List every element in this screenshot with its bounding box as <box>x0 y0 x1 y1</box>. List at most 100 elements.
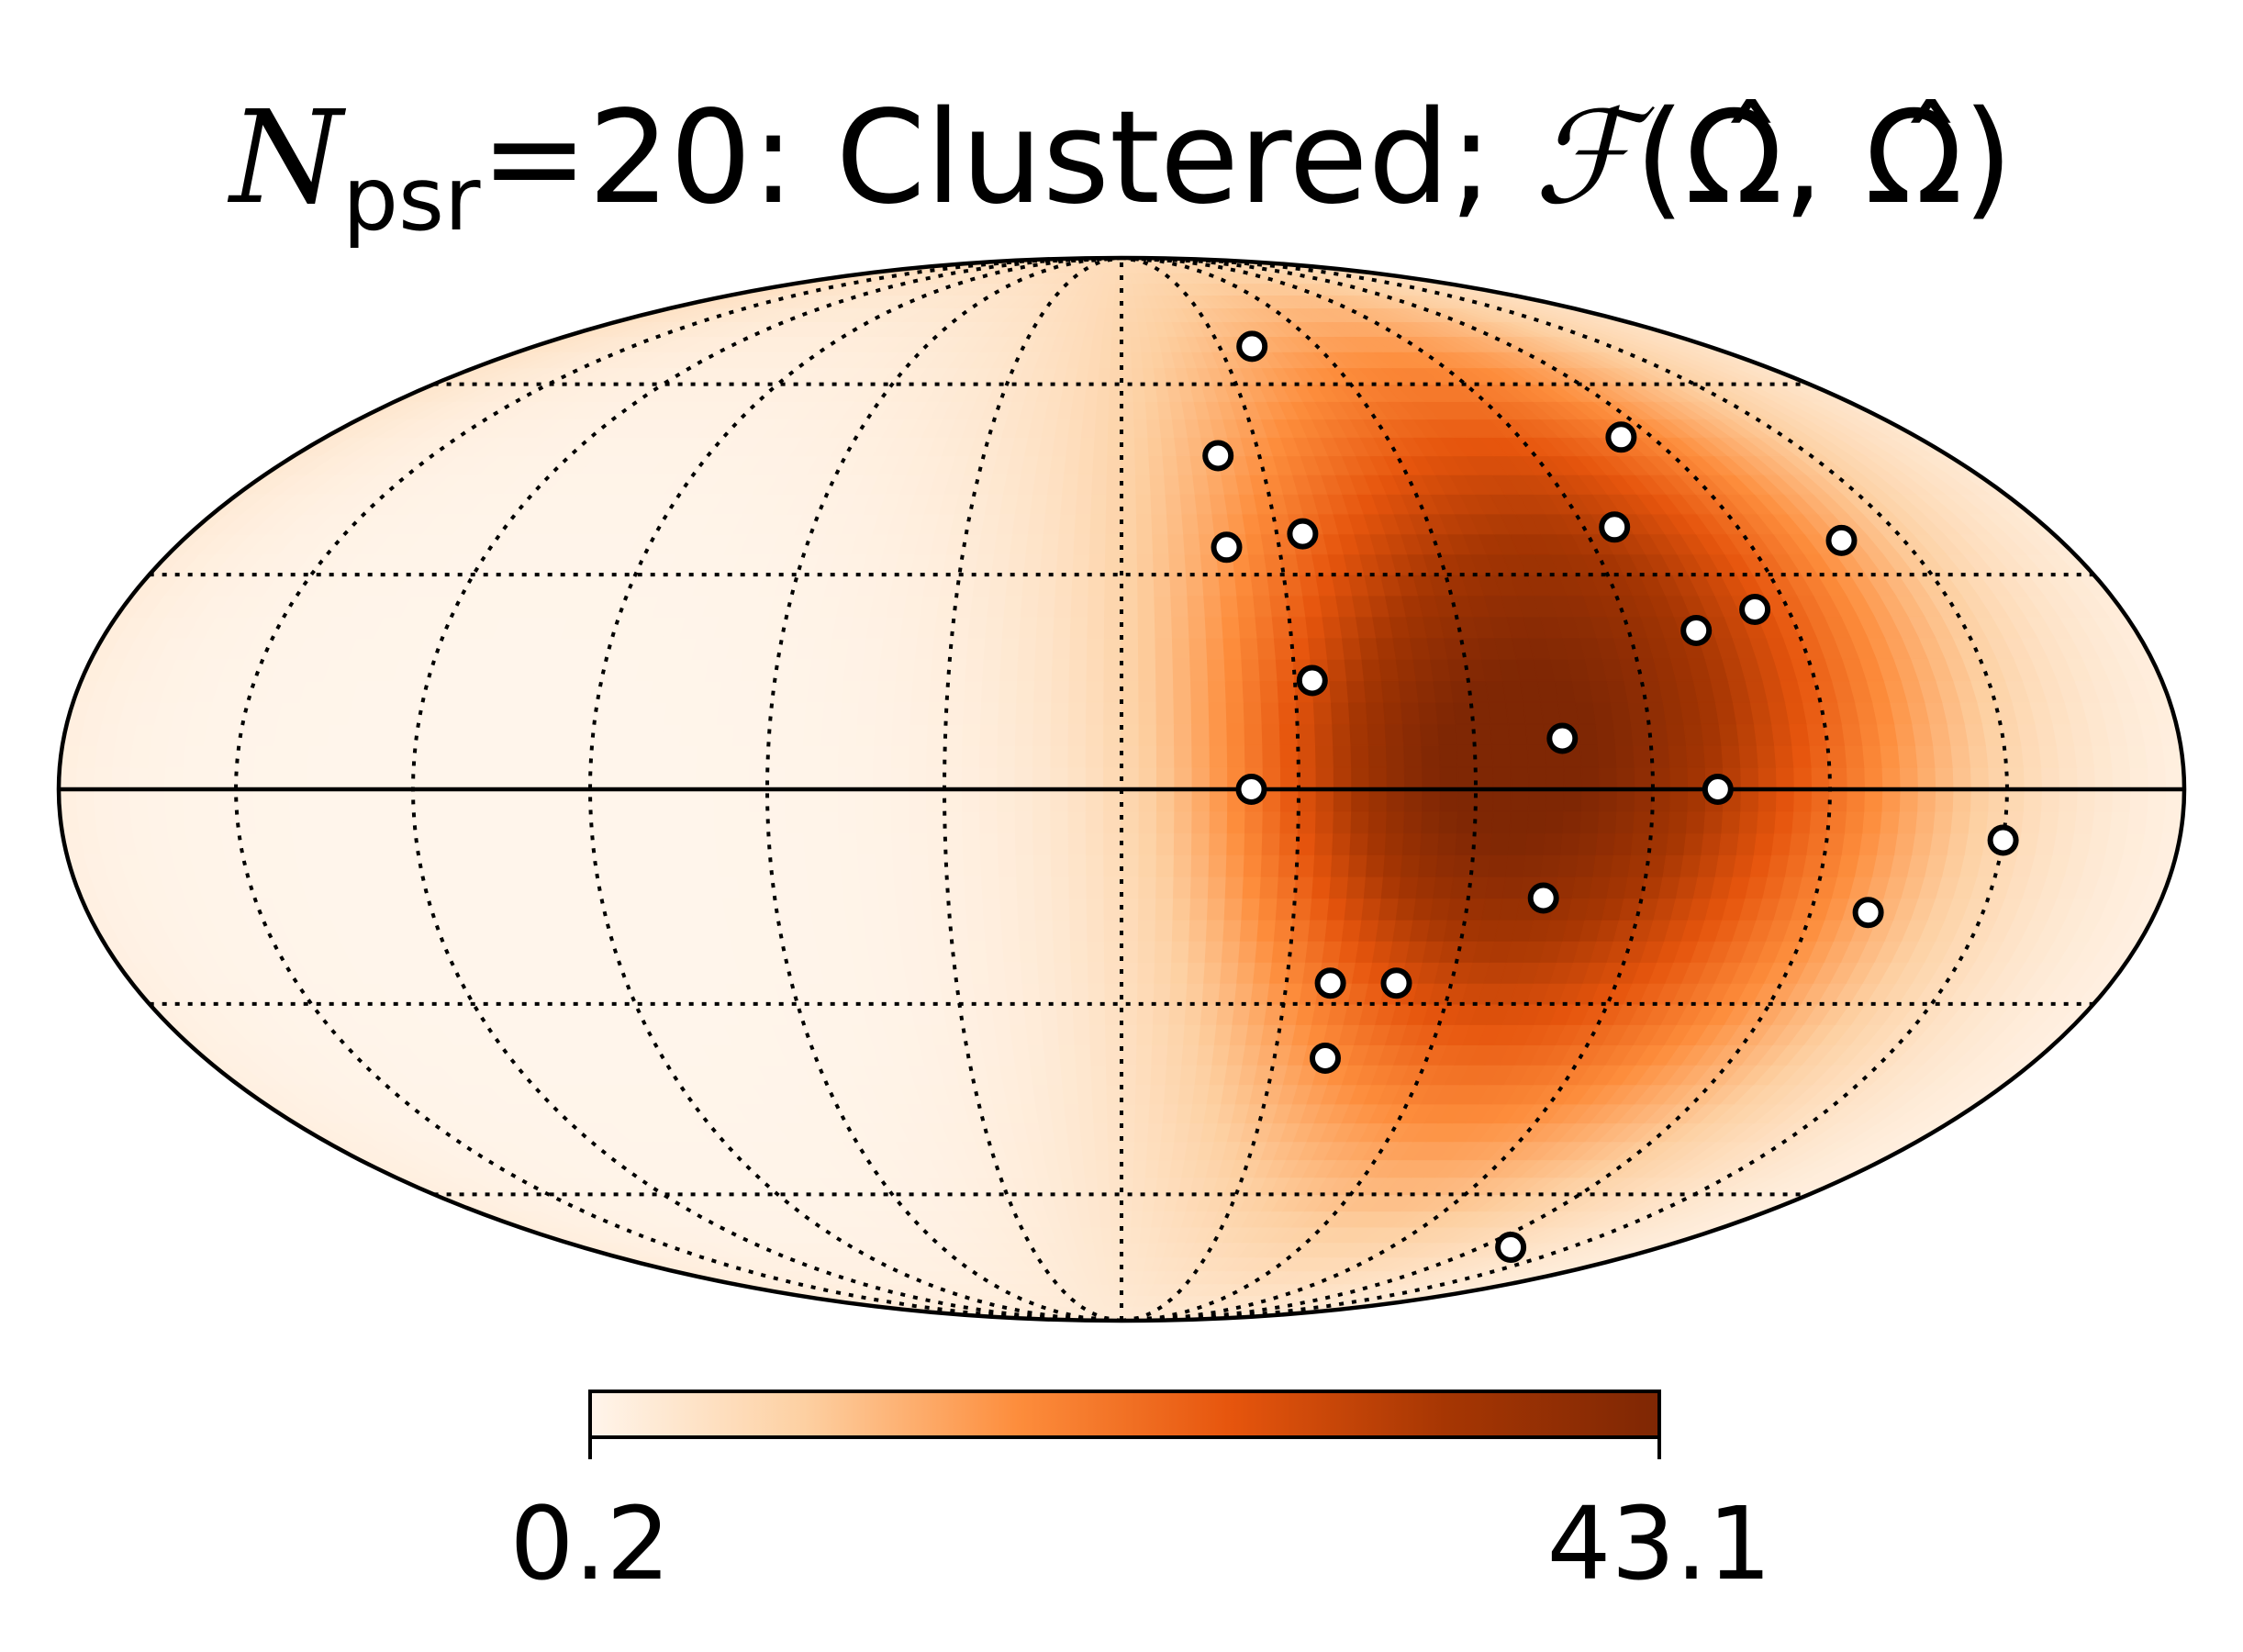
heat-cell <box>1438 810 1459 834</box>
heat-cell <box>270 766 291 790</box>
heat-cell <box>1242 876 1262 899</box>
heat-cell <box>465 788 485 812</box>
heat-cell <box>1774 810 1795 834</box>
heat-cell <box>1341 637 1363 660</box>
heat-cell <box>1560 832 1581 855</box>
heat-cell <box>967 616 988 639</box>
heat-cell <box>713 766 733 790</box>
heat-cell <box>820 766 840 790</box>
heat-cell <box>1121 1003 1139 1025</box>
heat-cell <box>1154 616 1174 639</box>
heat-cell <box>1226 744 1246 768</box>
heat-cell <box>1189 897 1210 921</box>
heat-cell <box>2144 810 2167 834</box>
heat-cell <box>1935 788 1955 812</box>
heat-cell <box>660 766 680 790</box>
heat-cell <box>1184 1003 1203 1025</box>
heat-cell <box>1062 1084 1079 1105</box>
heat-cell <box>1721 810 1742 834</box>
heat-cell <box>784 810 805 834</box>
heat-cell <box>1121 1122 1136 1143</box>
heat-cell <box>1033 876 1054 899</box>
heat-cell <box>1014 832 1034 855</box>
heat-cell <box>1051 876 1070 899</box>
heat-cell <box>555 723 577 747</box>
heat-cell <box>951 940 972 963</box>
heat-cell <box>1155 744 1176 768</box>
heat-cell <box>1188 637 1209 660</box>
heat-cell <box>1183 1023 1202 1046</box>
heat-cell <box>944 854 965 877</box>
heat-cell <box>1021 574 1042 597</box>
heat-cell <box>1189 876 1210 899</box>
heat-cell <box>1324 637 1345 660</box>
heat-cell <box>2074 744 2096 768</box>
heat-cell <box>376 766 397 790</box>
heat-cell <box>1138 766 1158 790</box>
heat-cell <box>2126 744 2149 768</box>
heat-cell <box>962 832 982 855</box>
heat-cell <box>1418 701 1439 725</box>
heat-cell <box>1121 766 1140 790</box>
heat-cell <box>1310 897 1331 921</box>
heat-cell <box>858 876 880 899</box>
heat-cell <box>1490 723 1511 747</box>
heat-cell <box>1207 679 1227 703</box>
heat-cell <box>1241 658 1261 682</box>
heat-cell <box>1179 1064 1199 1086</box>
heat-cell <box>1846 788 1867 812</box>
heat-cell <box>1261 832 1281 855</box>
heat-cell <box>1168 553 1188 575</box>
heat-cell <box>983 919 1004 942</box>
heat-cell <box>1169 982 1188 1005</box>
heat-cell <box>1683 832 1705 855</box>
heat-cell <box>961 788 981 812</box>
heat-cell <box>1221 940 1242 963</box>
heat-cell <box>1205 919 1225 942</box>
heat-cell <box>909 832 929 855</box>
heat-cell <box>876 679 898 703</box>
heat-cell <box>1050 723 1070 747</box>
heat-cell <box>2056 810 2078 834</box>
heat-cell <box>377 744 399 768</box>
heat-cell <box>1007 553 1027 575</box>
heat-cell <box>503 723 525 747</box>
heat-cell <box>696 766 716 790</box>
heat-cell <box>1474 744 1494 768</box>
heat-cell <box>2074 810 2096 834</box>
heat-cell <box>2109 744 2131 768</box>
heat-cell <box>183 810 205 834</box>
heat-cell <box>624 766 644 790</box>
heat-cell <box>731 766 751 790</box>
heat-cell <box>961 744 981 768</box>
heat-cell <box>1087 595 1106 618</box>
heat-cell <box>964 876 984 899</box>
heat-cell <box>1437 723 1458 747</box>
heat-cell <box>826 658 848 682</box>
heat-cell <box>1138 832 1158 855</box>
heat-cell <box>1011 1044 1032 1066</box>
heat-cell <box>875 854 896 877</box>
heat-cell <box>1068 658 1088 682</box>
heat-cell <box>1041 532 1060 555</box>
heat-cell <box>785 723 806 747</box>
heat-cell <box>980 701 1000 725</box>
heat-cell <box>1260 701 1281 725</box>
heat-cell <box>1058 1044 1077 1066</box>
heat-cell <box>1988 766 2008 790</box>
heat-cell <box>1634 766 1654 790</box>
heat-cell <box>965 637 987 660</box>
heat-cell <box>147 810 169 834</box>
heat-cell <box>1121 1064 1138 1086</box>
heat-cell <box>1278 854 1299 877</box>
heat-cell <box>873 766 892 790</box>
heat-cell <box>1683 723 1705 747</box>
heat-cell <box>1207 876 1227 899</box>
heat-cell <box>1968 744 1990 768</box>
heat-cell <box>1014 723 1034 747</box>
heat-cell <box>1150 1064 1168 1086</box>
heat-cell <box>997 810 1017 834</box>
heat-cell <box>1735 832 1758 855</box>
heat-cell <box>1088 1003 1107 1025</box>
heat-cell <box>1104 982 1122 1005</box>
